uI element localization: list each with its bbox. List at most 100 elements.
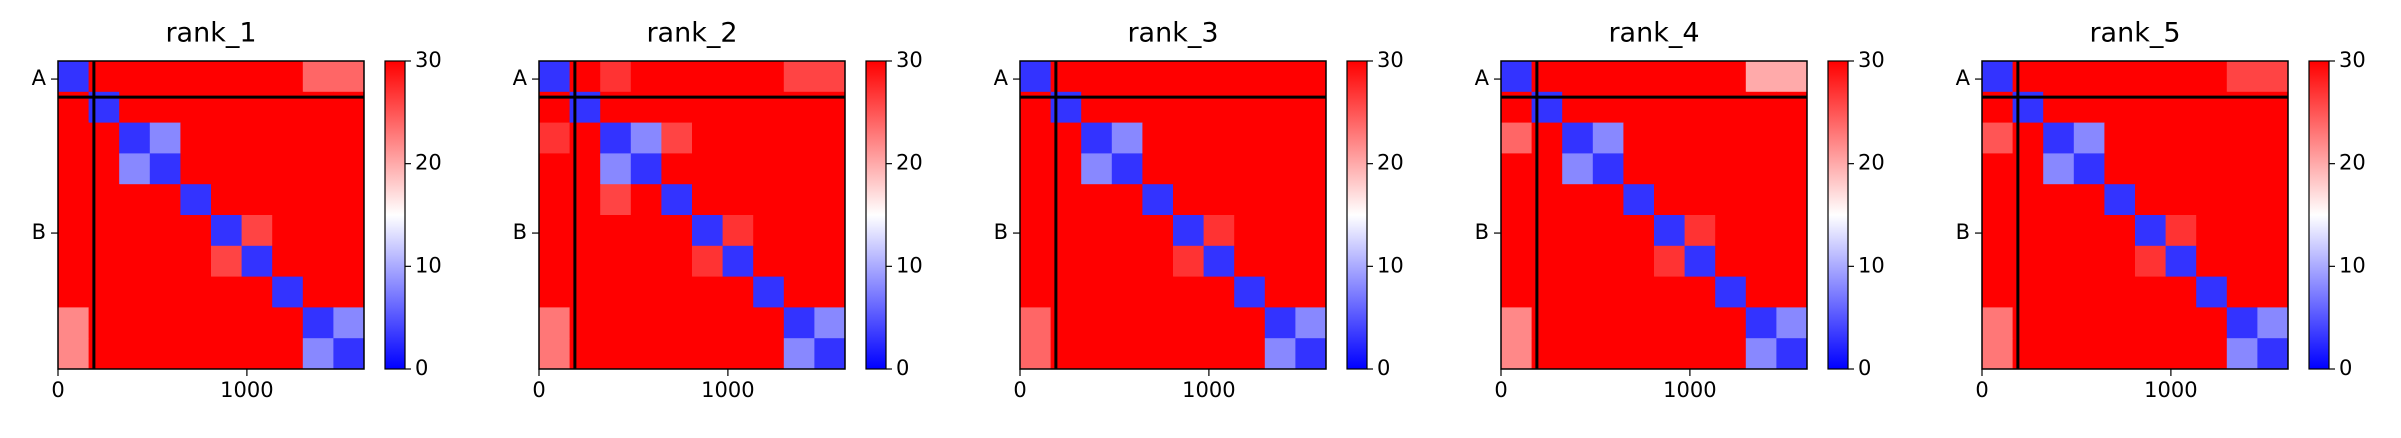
heatmap-cell: [1623, 184, 1655, 216]
heatmap-cell: [302, 122, 334, 154]
panel: rank_1 0 1000 A B 0 10 20 30: [32, 18, 442, 403]
y-tick-label: A: [32, 66, 47, 90]
heatmap-cell: [1173, 307, 1205, 339]
heatmap-cell: [1562, 184, 1594, 216]
heatmap-cell: [661, 276, 693, 308]
heatmap-cell: [600, 276, 632, 308]
heatmap-cell: [149, 215, 181, 247]
axes-frame: [57, 60, 365, 370]
heatmap-cell: [600, 307, 632, 339]
heatmap-cell: [692, 122, 724, 154]
heatmap-cell: [630, 122, 662, 154]
heatmap-cell: [1142, 245, 1174, 278]
heatmap-cell: [1623, 215, 1655, 247]
heatmap-cell: [600, 122, 632, 154]
heatmap-cell: [1654, 153, 1686, 185]
colorbar: [1827, 60, 1849, 370]
heatmap-cell: [1081, 215, 1113, 247]
heatmap-cell: [2196, 307, 2228, 339]
panel-title: rank_3: [1127, 18, 1218, 49]
heatmap-cell: [180, 153, 212, 185]
heatmap-cell: [333, 184, 365, 216]
heatmap-cell: [1623, 338, 1655, 370]
heatmap-cell: [1715, 276, 1747, 308]
heatmap-cell: [2196, 245, 2228, 278]
heatmap-cell: [241, 153, 273, 185]
heatmap-cell: [630, 276, 662, 308]
heatmap-cell: [1295, 215, 1327, 247]
heatmap-cell: [661, 184, 693, 216]
y-tick-label: A: [513, 66, 528, 90]
colorbar: [1346, 60, 1368, 370]
heatmap-cell: [211, 276, 243, 308]
heatmap-cell: [149, 338, 181, 370]
heatmap-cell: [2104, 338, 2136, 370]
heatmap-cell: [1173, 215, 1205, 247]
heatmap-cell: [272, 153, 304, 185]
heatmap-cell: [814, 338, 846, 370]
heatmap-cell: [539, 61, 571, 93]
heatmap-cell: [302, 153, 334, 185]
heatmap-cell: [2043, 338, 2075, 370]
heatmap-cell: [2043, 122, 2075, 154]
heatmap-cell: [2104, 153, 2136, 185]
heatmap-cell: [2135, 61, 2167, 93]
heatmap-cell: [692, 184, 724, 216]
heatmap-cell: [1501, 276, 1533, 308]
heatmap-cell: [180, 184, 212, 216]
heatmap-cell: [753, 307, 785, 339]
heatmap-cell: [1982, 184, 2014, 216]
colorbar-tick-label: 20: [415, 151, 442, 175]
heatmap-cell: [1982, 61, 2014, 93]
heatmap-cell: [1020, 153, 1052, 185]
heatmap-cell: [1020, 307, 1052, 339]
heatmap-cell: [1623, 61, 1655, 93]
heatmap-cell: [783, 215, 815, 247]
heatmap-cell: [1562, 153, 1594, 185]
heatmap-cell: [119, 276, 151, 308]
heatmap-cell: [661, 61, 693, 93]
x-tick-label: 0: [51, 378, 64, 402]
panel: rank_2 0 1000 A B 0 10 20 30: [513, 18, 923, 403]
heatmap-cell: [1745, 61, 1777, 93]
heatmap-cell: [692, 245, 724, 278]
heatmap-cell: [539, 184, 571, 216]
heatmap-cell: [302, 245, 334, 278]
heatmap-cell: [1684, 276, 1716, 308]
heatmap-cell: [1654, 61, 1686, 93]
heatmap-cell: [58, 153, 90, 185]
heatmap-cell: [1020, 276, 1052, 308]
heatmap-cell: [692, 61, 724, 93]
heatmap-cell: [302, 215, 334, 247]
heatmap-cell: [1020, 122, 1052, 154]
heatmap-cell: [1654, 276, 1686, 308]
heatmap-cell: [1081, 307, 1113, 339]
y-tick-label: B: [1956, 220, 1970, 244]
heatmap-cell: [1173, 61, 1205, 93]
heatmap-cell: [2257, 338, 2289, 370]
heatmap-cell: [1295, 338, 1327, 370]
heatmap-cell: [1776, 215, 1808, 247]
heatmap-cell: [272, 184, 304, 216]
heatmap-cell: [272, 338, 304, 370]
heatmap-cell: [180, 122, 212, 154]
heatmap-cell: [2165, 153, 2197, 185]
heatmap-cell: [241, 122, 273, 154]
colorbar-tick-label: 0: [415, 356, 428, 380]
heatmap-cell: [753, 276, 785, 308]
heatmap-cell: [2073, 61, 2105, 93]
heatmap-cell: [2073, 215, 2105, 247]
x-tick-label: 0: [1013, 378, 1026, 402]
heatmap-cell: [2104, 61, 2136, 93]
heatmap-cell: [1715, 61, 1747, 93]
heatmap-cell: [1562, 276, 1594, 308]
heatmap-cell: [539, 245, 571, 278]
heatmap-cell: [1020, 338, 1052, 370]
x-tick-label: 1000: [220, 378, 273, 402]
heatmap-cell: [119, 215, 151, 247]
heatmap-cell: [1776, 61, 1808, 93]
heatmap-cell: [241, 307, 273, 339]
heatmap-cell: [1295, 245, 1327, 278]
y-tick-label: B: [513, 220, 527, 244]
